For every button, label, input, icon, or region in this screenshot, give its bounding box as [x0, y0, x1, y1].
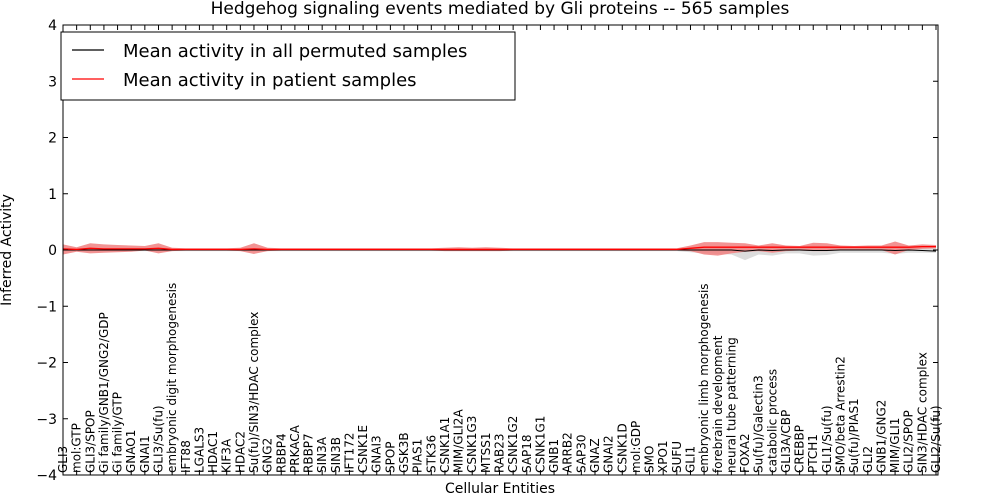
x-tick-label: GNAI3 — [370, 435, 384, 473]
y-tick-label: 0 — [48, 243, 57, 259]
x-tick-label: GLI1 — [683, 446, 697, 473]
legend-label-patient: Mean activity in patient samples — [123, 70, 417, 91]
series-line-patient — [62, 245, 936, 251]
x-tick-label: STK36 — [424, 435, 438, 473]
x-tick-label: KIF3A — [220, 438, 234, 473]
x-tick-label: PTCH1 — [806, 434, 820, 473]
x-tick-label: GLI2 — [861, 446, 875, 473]
x-tick-label: MIM/GLI1 — [888, 418, 902, 473]
x-tick-label: GNG2 — [261, 438, 275, 473]
x-tick-label: ARRB2 — [561, 432, 575, 473]
x-tick-label: SMO/beta Arrestin2 — [834, 356, 848, 473]
x-tick-label: Gi family/GNB1/GNG2/GDP — [97, 312, 111, 473]
x-tick-label: Gi family/GTP — [111, 392, 125, 473]
x-tick-label: LGALS3 — [192, 427, 206, 473]
y-axis-ticks: 4 3 2 1 0 −1 −2 −3 −4 — [36, 18, 938, 484]
x-tick-label: catabolic process — [765, 369, 779, 473]
x-axis-title: Cellular Entities — [445, 481, 555, 497]
x-tick-label: PRKACA — [288, 424, 302, 473]
band-patient — [63, 241, 936, 256]
x-tick-label: GLI3A/CBP — [779, 410, 793, 473]
x-tick-label: IFT172 — [342, 433, 356, 473]
x-tick-label: CSNK1G3 — [465, 416, 479, 473]
x-tick-label: GSK3B — [397, 432, 411, 473]
x-axis-entity-labels: GLI3 mol:GTP GLI3/SPOP Gi family/GNB1/GNG2/… — [56, 283, 943, 473]
x-axis-ticks — [62, 25, 937, 475]
x-tick-label: Su(fu)/SIN3/HDAC complex — [247, 312, 261, 473]
x-tick-label: CREBBP — [793, 425, 807, 473]
x-tick-label: RBBP4 — [274, 433, 288, 473]
x-tick-label: GNAI2 — [602, 435, 616, 473]
x-tick-label: CSNK1G2 — [506, 416, 520, 473]
x-tick-label: Su(fu)/Galectin3 — [752, 375, 766, 473]
legend: Mean activity in all permuted samples Me… — [60, 31, 516, 101]
x-tick-label: SPOP — [383, 441, 397, 473]
x-tick-label: HDAC1 — [206, 431, 220, 473]
x-tick-label: SAP30 — [574, 434, 588, 473]
x-tick-label: embryonic limb morphogenesis — [697, 283, 711, 473]
x-tick-label: SIN3A — [315, 436, 329, 473]
legend-box — [60, 31, 516, 101]
x-tick-label: FOXA2 — [738, 433, 752, 473]
y-tick-label: −1 — [36, 299, 57, 315]
x-tick-label: embryonic digit morphogenesis — [165, 283, 179, 473]
x-tick-label: GNAI1 — [138, 435, 152, 473]
y-tick-label: 1 — [48, 187, 57, 203]
x-tick-label: GLI2/Su(fu) — [929, 405, 943, 473]
x-tick-label: SMO — [643, 446, 657, 473]
x-tick-label: mol:GTP — [70, 423, 84, 473]
x-tick-label: GNB1 — [547, 439, 561, 473]
x-tick-label: GNB1/GNG2 — [874, 400, 888, 473]
x-tick-label: CSNK1E — [356, 425, 370, 473]
y-axis-title: Inferred Activity — [0, 194, 15, 306]
series-lines — [62, 245, 937, 252]
x-tick-label: Su(fu)/PIAS1 — [847, 398, 861, 473]
x-tick-label: GLI3/Su(fu) — [151, 405, 165, 473]
x-tick-label: CSNK1G1 — [533, 416, 547, 473]
x-tick-label: neural tube patterning — [724, 337, 738, 473]
x-tick-label: XPO1 — [656, 440, 670, 473]
x-tick-label: GLI3/SPOP — [83, 410, 97, 473]
y-tick-label: 3 — [48, 74, 57, 90]
x-tick-label: PIAS1 — [411, 439, 425, 473]
x-tick-label: MTSS1 — [479, 432, 493, 473]
x-tick-label: GLI2/SPOP — [902, 410, 916, 473]
x-tick-label: GNAZ — [588, 438, 602, 473]
legend-label-permuted: Mean activity in all permuted samples — [123, 41, 467, 62]
x-tick-label: CSNK1A1 — [438, 417, 452, 473]
x-tick-label: CSNK1D — [615, 423, 629, 473]
chart-title: Hedgehog signaling events mediated by Gl… — [211, 0, 790, 19]
y-tick-label: 2 — [48, 131, 57, 147]
x-tick-label: MIM/GLI2A — [452, 409, 466, 473]
x-tick-label: RAB23 — [493, 433, 507, 473]
y-tick-label: −3 — [36, 412, 57, 428]
x-tick-label: SAP18 — [520, 434, 534, 473]
x-tick-label: GNAO1 — [124, 430, 138, 473]
x-tick-label: mol:GDP — [629, 421, 643, 473]
x-tick-label: RBBP7 — [302, 433, 316, 473]
x-tick-label: SIN3B — [329, 437, 343, 473]
x-tick-label: IFT88 — [179, 440, 193, 473]
y-tick-label: −4 — [36, 468, 57, 484]
y-tick-label: 4 — [48, 18, 57, 34]
y-tick-label: −2 — [36, 356, 57, 372]
x-tick-label: SIN3/HDAC complex — [915, 352, 929, 473]
x-tick-label: GLI3 — [56, 446, 70, 473]
x-tick-label: SUFU — [670, 441, 684, 473]
x-tick-label: forebrain development — [711, 335, 725, 473]
x-tick-label: GLI1/Su(fu) — [820, 405, 834, 473]
x-tick-label: HDAC2 — [233, 431, 247, 473]
